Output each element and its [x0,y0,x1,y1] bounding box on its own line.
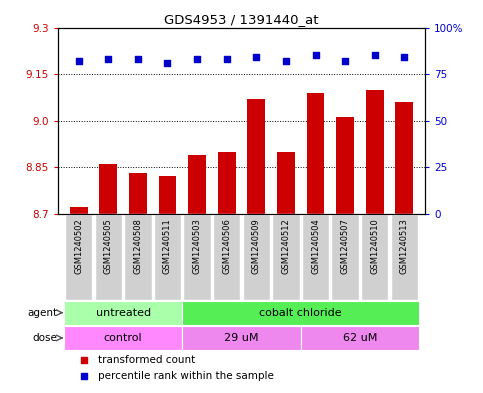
Bar [70,208,87,214]
Text: GSM1240505: GSM1240505 [104,218,113,274]
Text: GSM1240504: GSM1240504 [311,218,320,274]
FancyBboxPatch shape [64,326,182,350]
Bar [336,118,354,214]
Text: GSM1240509: GSM1240509 [252,218,261,274]
Bar [218,152,236,214]
Title: GDS4953 / 1391440_at: GDS4953 / 1391440_at [164,13,319,26]
Text: GSM1240511: GSM1240511 [163,218,172,274]
Text: GSM1240503: GSM1240503 [193,218,201,274]
Point [253,54,260,61]
Text: untreated: untreated [96,308,151,318]
Point [282,58,290,64]
Bar [277,152,295,214]
FancyBboxPatch shape [154,214,181,300]
Text: control: control [104,333,142,343]
Text: cobalt chloride: cobalt chloride [259,308,342,318]
FancyBboxPatch shape [302,214,329,300]
Bar [99,164,117,214]
Point [223,56,230,62]
Text: agent: agent [27,308,57,318]
Text: 62 uM: 62 uM [343,333,377,343]
Point [75,58,83,64]
Text: GSM1240513: GSM1240513 [400,218,409,274]
Bar [188,155,206,214]
Bar [366,90,384,214]
Point [312,52,319,59]
Bar [396,102,413,214]
Point [193,56,201,62]
Point [164,60,171,66]
Point [400,54,408,61]
Text: GSM1240510: GSM1240510 [370,218,379,274]
FancyBboxPatch shape [65,214,92,300]
FancyBboxPatch shape [213,214,241,300]
FancyBboxPatch shape [301,326,419,350]
FancyBboxPatch shape [242,214,270,300]
Text: GSM1240507: GSM1240507 [341,218,350,274]
FancyBboxPatch shape [272,214,299,300]
FancyBboxPatch shape [182,301,419,325]
Bar [158,176,176,214]
Text: transformed count: transformed count [99,355,196,365]
FancyBboxPatch shape [182,326,301,350]
Text: GSM1240512: GSM1240512 [282,218,290,274]
Text: percentile rank within the sample: percentile rank within the sample [99,371,274,382]
FancyBboxPatch shape [184,214,211,300]
Text: GSM1240502: GSM1240502 [74,218,83,274]
FancyBboxPatch shape [361,214,388,300]
Text: 29 uM: 29 uM [224,333,259,343]
Point [134,56,142,62]
Bar [247,99,265,214]
FancyBboxPatch shape [124,214,152,300]
Text: GSM1240506: GSM1240506 [222,218,231,274]
Point [341,58,349,64]
Point [104,56,112,62]
Bar [129,173,147,214]
Point [371,52,379,59]
FancyBboxPatch shape [391,214,418,300]
FancyBboxPatch shape [64,301,182,325]
FancyBboxPatch shape [331,214,359,300]
Bar [307,93,325,214]
Text: GSM1240508: GSM1240508 [133,218,142,274]
FancyBboxPatch shape [95,214,122,300]
Text: dose: dose [32,333,57,343]
